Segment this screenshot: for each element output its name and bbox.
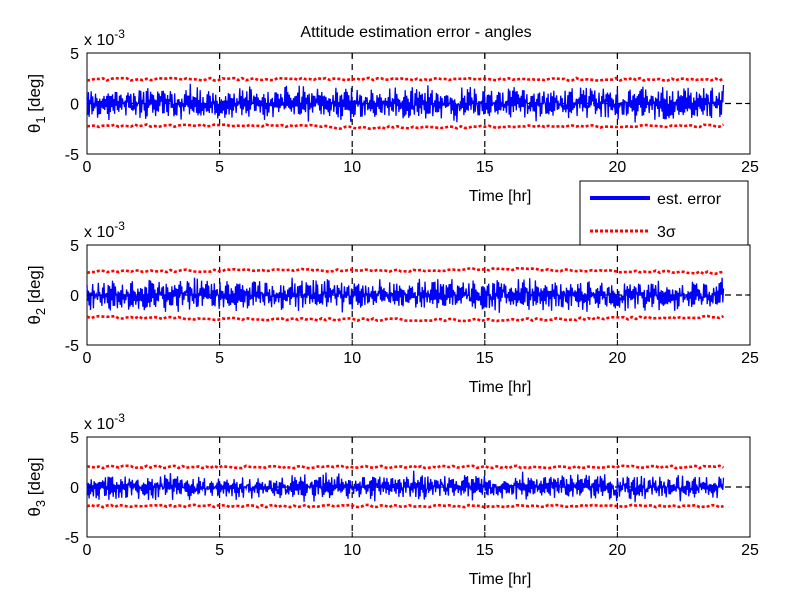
chart-title: Attitude estimation error - angles [300, 24, 531, 41]
y-tick-label: 0 [70, 288, 79, 305]
x-tick-label: 15 [476, 350, 494, 367]
y-axis-label-symbol: θ [25, 507, 44, 516]
series-3sigma-upper [86, 266, 724, 276]
x-tick-label: 5 [215, 159, 224, 176]
series-3sigma-lower [86, 123, 725, 131]
x-tick-label: 20 [609, 542, 627, 559]
axis-scale-base: x 10 [84, 416, 114, 433]
x-tick-label: 5 [215, 350, 224, 367]
legend-label-3sigma-base: 3 [657, 224, 666, 241]
y-axis-label-unit: [deg] [25, 457, 44, 500]
axis-scale-exponent: -3 [114, 411, 125, 425]
y-tick-label: -5 [65, 147, 79, 164]
x-tick-label: 10 [343, 350, 361, 367]
legend: est. error 3σ [579, 180, 749, 246]
y-axis-label-unit: [deg] [25, 265, 44, 308]
x-tick-label: 0 [83, 350, 92, 367]
series-est-error [86, 83, 725, 123]
x-axis-label: Time [hr] [469, 571, 532, 588]
x-tick-label: 0 [83, 159, 92, 176]
y-axis-label-subscript: 1 [33, 116, 48, 123]
legend-label-3sigma: 3σ [657, 224, 676, 241]
y-axis-label-symbol: θ [25, 315, 44, 324]
legend-label-est-error: est. error [657, 191, 722, 208]
x-tick-label: 10 [343, 159, 361, 176]
y-axis-label-subscript: 3 [33, 500, 48, 507]
x-tick-label: 25 [741, 350, 759, 367]
x-axis-label: Time [hr] [469, 379, 532, 396]
x-tick-label: 5 [215, 542, 224, 559]
x-tick-label: 20 [609, 350, 627, 367]
x-tick-label: 0 [83, 542, 92, 559]
axis-scale-exponent: -3 [114, 219, 125, 233]
y-axis-label-unit: [deg] [25, 74, 44, 117]
y-axis-label: θ2 [deg] [25, 265, 48, 324]
axis-scale-label: x 10-3 [84, 411, 125, 433]
y-axis-label: θ3 [deg] [25, 457, 48, 516]
x-tick-label: 15 [476, 542, 494, 559]
legend-box [579, 180, 749, 246]
axis-scale-base: x 10 [84, 32, 114, 49]
axis-scale-label: x 10-3 [84, 27, 125, 49]
x-tick-label: 15 [476, 159, 494, 176]
series-3sigma-upper [86, 464, 725, 470]
y-tick-label: -5 [65, 530, 79, 547]
y-axis-label: θ1 [deg] [25, 74, 48, 133]
series-3sigma-lower [86, 314, 725, 323]
y-tick-label: 5 [70, 46, 79, 63]
series-est-error [86, 277, 725, 313]
axis-scale-exponent: -3 [114, 27, 125, 41]
x-axis-label: Time [hr] [469, 188, 532, 205]
y-axis-label-subscript: 2 [33, 308, 48, 315]
series-3sigma-lower [86, 503, 724, 509]
y-tick-label: 0 [70, 97, 79, 114]
axis-scale-base: x 10 [84, 224, 114, 241]
y-tick-label: 5 [70, 238, 79, 255]
legend-label-3sigma-symbol: σ [666, 224, 676, 241]
y-tick-label: 0 [70, 480, 79, 497]
y-tick-label: -5 [65, 338, 79, 355]
y-tick-label: 5 [70, 430, 79, 447]
x-tick-label: 25 [741, 542, 759, 559]
x-tick-label: 25 [741, 159, 759, 176]
y-axis-label-symbol: θ [25, 124, 44, 133]
axis-scale-label: x 10-3 [84, 219, 125, 241]
x-tick-label: 10 [343, 542, 361, 559]
series-est-error [86, 470, 725, 503]
x-tick-label: 20 [609, 159, 627, 176]
series-3sigma-upper [86, 76, 725, 82]
